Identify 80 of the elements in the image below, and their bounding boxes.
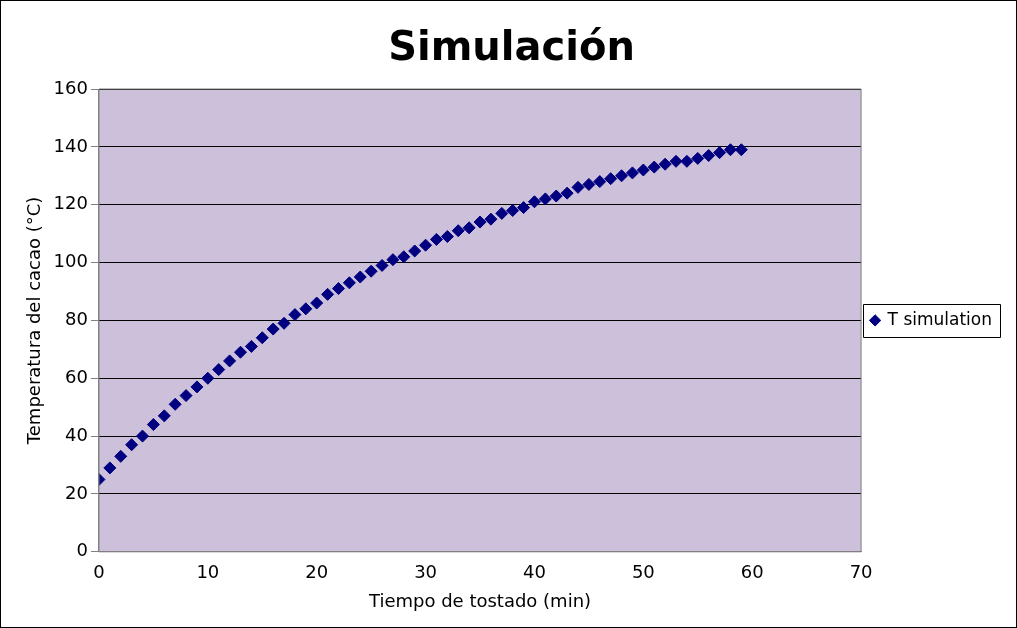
point	[713, 146, 727, 160]
point	[168, 397, 182, 411]
point	[571, 180, 585, 194]
point	[506, 203, 520, 217]
y-tick-label: 100	[53, 250, 88, 272]
point	[397, 250, 411, 264]
point	[375, 258, 389, 272]
y-tick-label: 60	[65, 365, 88, 387]
x-tick-label: 60	[740, 561, 764, 583]
point	[386, 253, 400, 267]
point	[495, 206, 509, 220]
point	[255, 331, 269, 345]
point	[277, 316, 291, 330]
point	[604, 172, 618, 186]
point	[538, 192, 552, 206]
point	[179, 389, 193, 403]
legend-label: T simulation	[886, 308, 993, 329]
point	[310, 296, 324, 310]
point	[517, 201, 531, 215]
point	[408, 244, 422, 258]
point	[244, 339, 258, 353]
point	[734, 143, 748, 157]
point	[288, 308, 302, 322]
point	[331, 282, 345, 296]
point	[636, 163, 650, 177]
point	[114, 449, 128, 463]
y-tick-label: 0	[76, 539, 88, 561]
point	[234, 345, 247, 359]
point	[190, 380, 204, 394]
point	[146, 418, 160, 432]
point	[157, 409, 171, 423]
point	[615, 169, 629, 183]
point	[484, 212, 498, 226]
x-axis-title: Tiempo de tostado (min)	[367, 589, 592, 611]
y-tick-label: 120	[53, 192, 88, 214]
x-tick-label: 50	[631, 561, 655, 583]
x-tick-label: 20	[305, 561, 329, 583]
point	[702, 149, 716, 163]
y-tick-label: 80	[65, 308, 88, 330]
point	[669, 154, 683, 168]
point	[723, 143, 737, 157]
point	[647, 160, 661, 174]
point	[527, 195, 541, 209]
point	[212, 363, 226, 377]
x-tick-label: 30	[414, 561, 438, 583]
point	[549, 189, 563, 203]
point	[451, 224, 465, 238]
point	[440, 230, 454, 244]
x-tick-label: 70	[849, 561, 873, 583]
point	[103, 461, 117, 475]
point	[223, 354, 237, 368]
x-tick-label: 10	[196, 561, 220, 583]
point	[419, 238, 433, 252]
point	[691, 151, 705, 165]
y-tick-label: 40	[65, 423, 88, 445]
point	[658, 157, 672, 171]
point	[625, 166, 639, 180]
point	[321, 287, 335, 301]
point	[462, 221, 476, 235]
point	[125, 438, 139, 452]
point	[266, 322, 280, 336]
point	[353, 270, 367, 284]
y-tick-label: 160	[53, 76, 88, 98]
point	[680, 154, 694, 168]
point	[136, 429, 150, 443]
y-tick-label: 20	[65, 481, 88, 503]
point	[473, 215, 487, 229]
chart-title: Simulación	[388, 23, 635, 70]
x-tick-label: 40	[523, 561, 546, 583]
x-tick-label: 0	[93, 561, 105, 583]
point	[342, 276, 356, 290]
point	[429, 232, 443, 246]
y-tick-label: 140	[53, 134, 88, 156]
point	[299, 302, 313, 316]
point	[582, 177, 596, 191]
y-axis-title: Temperatura del cacao (°C)	[23, 196, 45, 446]
point	[364, 264, 378, 278]
point	[201, 371, 215, 385]
point	[593, 175, 607, 189]
point	[560, 186, 574, 200]
